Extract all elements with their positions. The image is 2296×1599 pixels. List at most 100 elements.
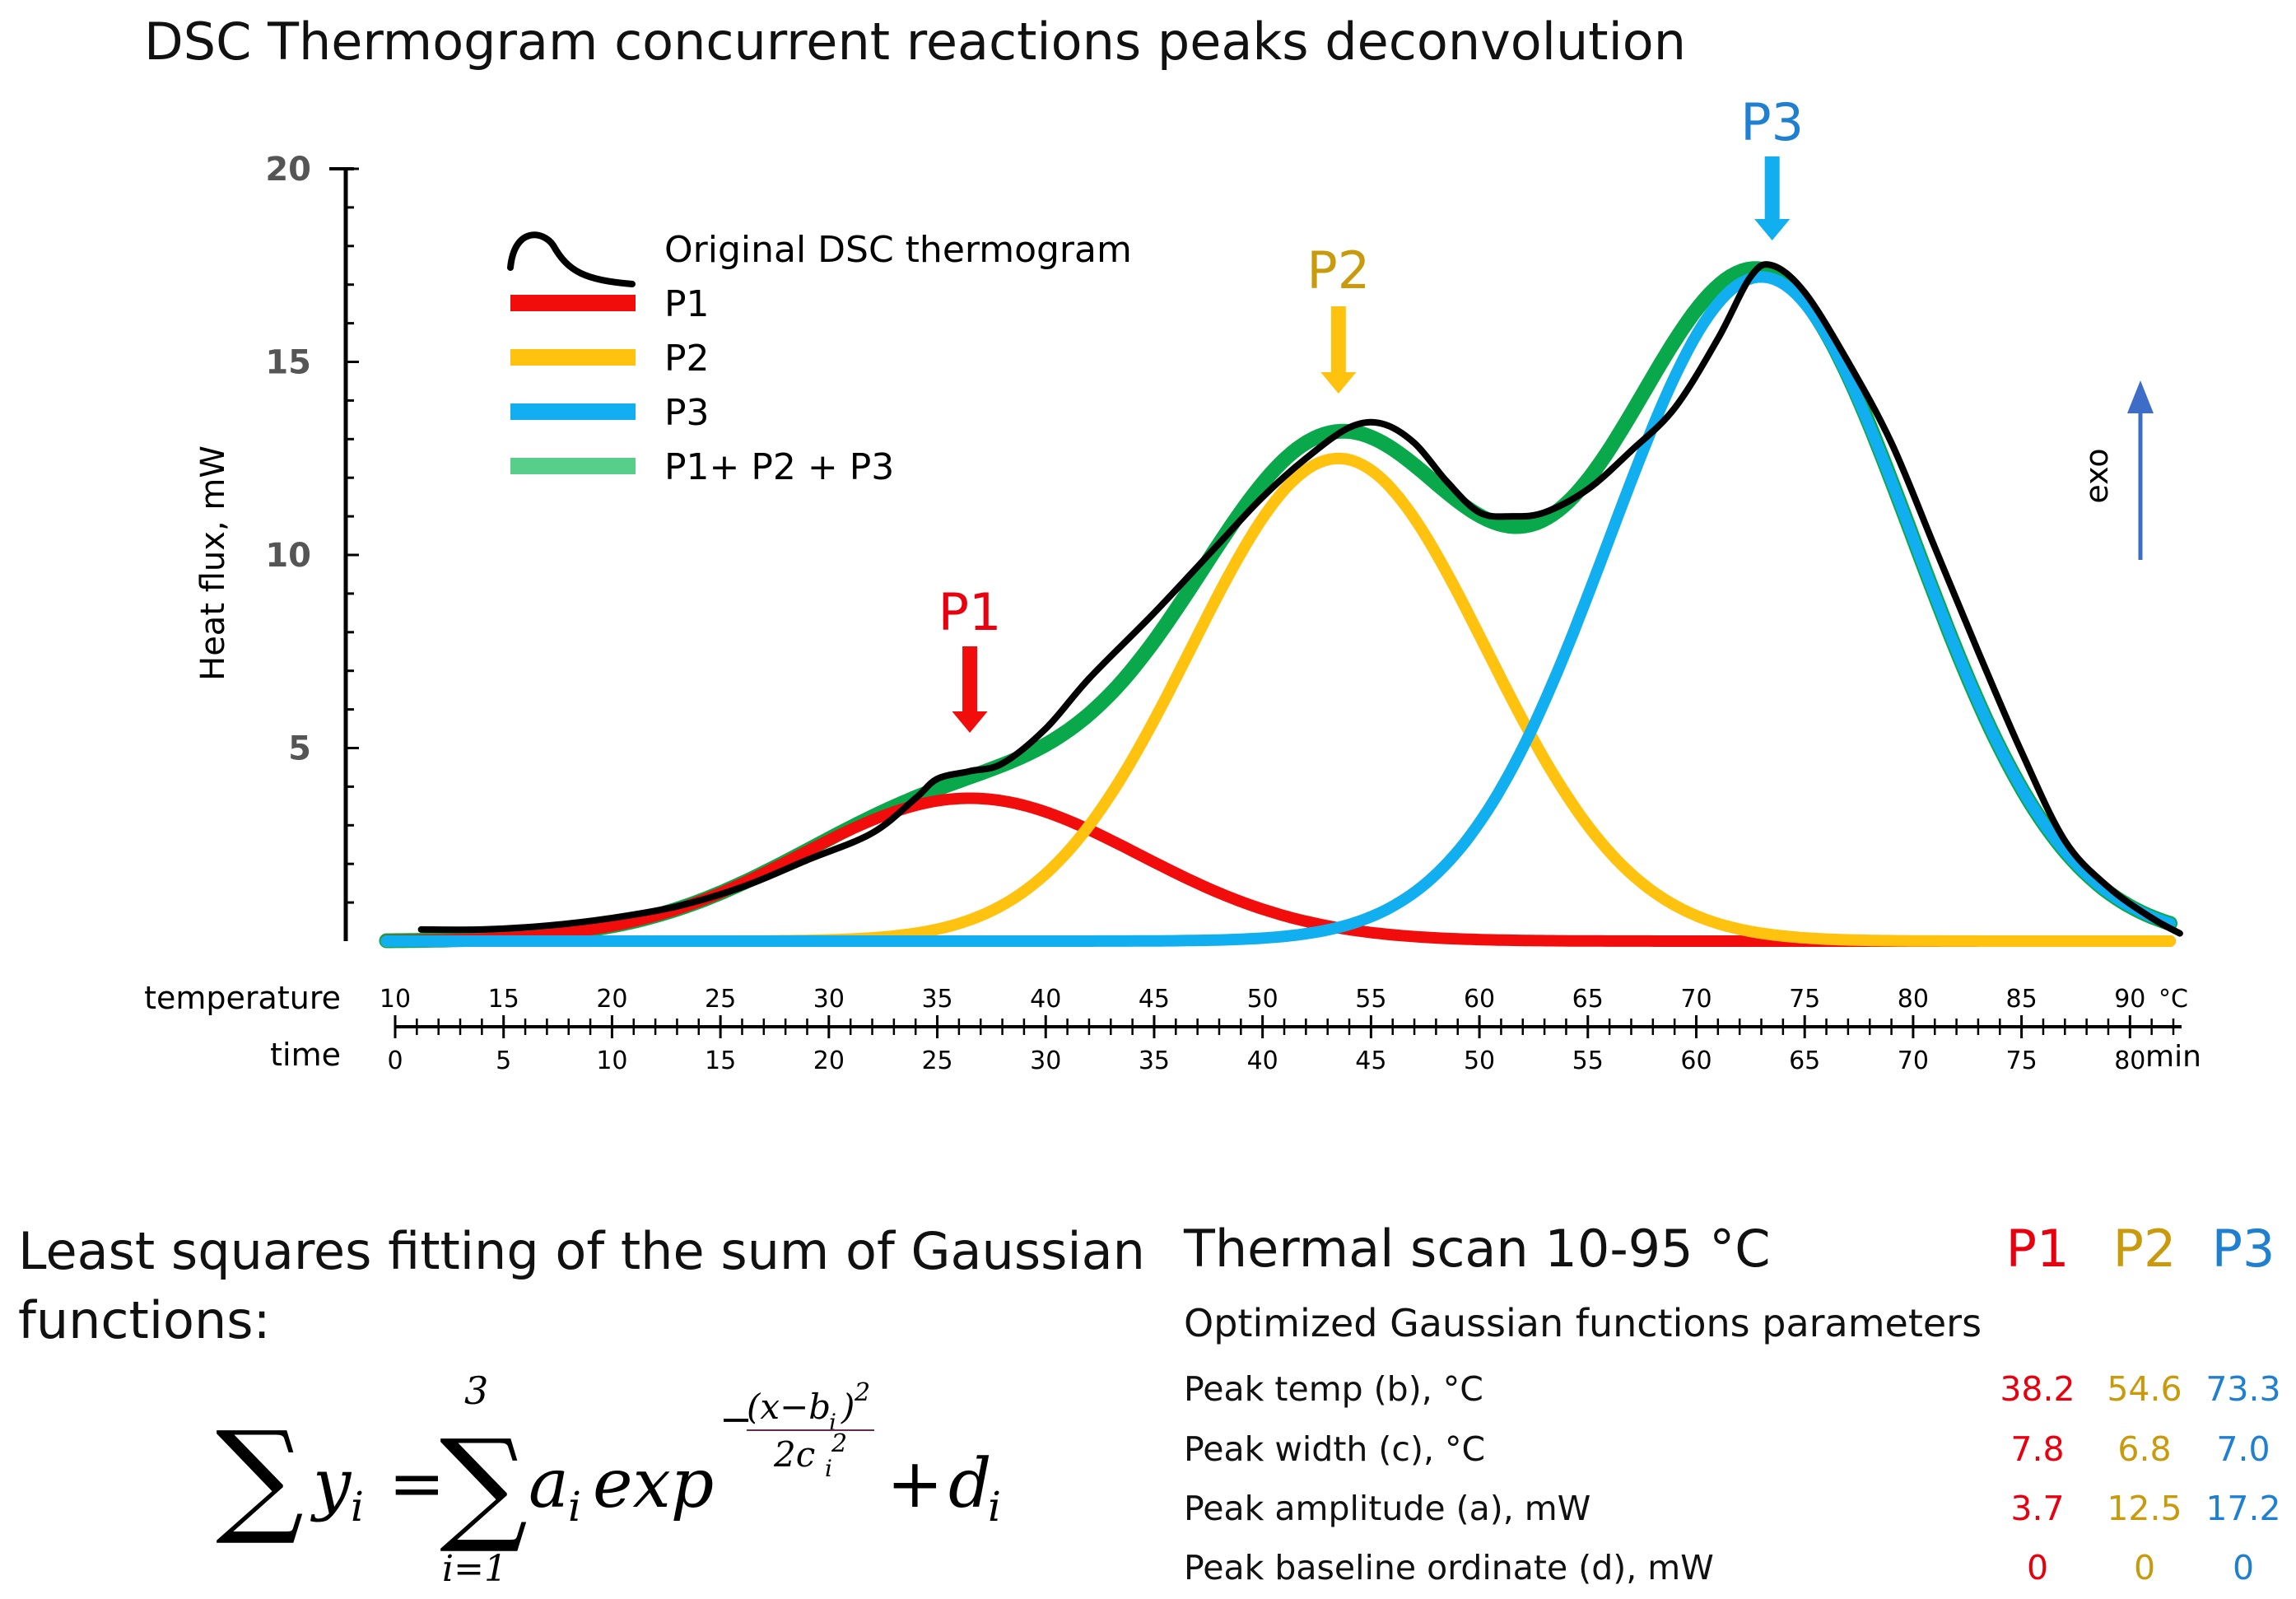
series-line-p1 [380, 792, 2176, 947]
numerator-subscript: i [829, 1409, 836, 1436]
temperature-tick-label: 30 [813, 985, 845, 1014]
temperature-tick-label: 20 [596, 985, 627, 1014]
peak-arrow-p3 [1754, 156, 1791, 240]
param-peak-temp-p1: 38.2 [2000, 1369, 2075, 1409]
dsc-chart: 5 10 15 20 Heat flux, mW temperature 10 15 20 25 3… [144, 92, 2201, 1075]
param-peak-amplitude-p1: 3.7 [2010, 1489, 2065, 1528]
time-tick-label: 70 [1898, 1047, 1929, 1075]
temperature-tick-label: 70 [1680, 985, 1712, 1014]
param-peak-width-p1: 7.8 [2010, 1429, 2065, 1469]
temperature-tick-label: 10 [380, 985, 411, 1014]
time-tick-label: 50 [1464, 1047, 1495, 1075]
param-peak-baseline-p1: 0 [2026, 1548, 2049, 1587]
time-tick-label: 5 [496, 1047, 511, 1075]
time-tick-label: 75 [2006, 1047, 2038, 1075]
exo-label: exo [2079, 448, 2115, 503]
y-tick-label: 20 [265, 151, 311, 189]
a-subscript: i [568, 1483, 581, 1531]
param-row-label-peak-amplitude: Peak amplitude (a), mW [1184, 1489, 1591, 1528]
legend-swatch-original [507, 231, 636, 287]
d-variable: d [948, 1445, 992, 1523]
peak-arrow-p2 [1320, 306, 1357, 394]
param-peak-temp-p2: 54.6 [2107, 1369, 2182, 1409]
legend-label-p1: P1 [664, 283, 710, 325]
y-tick-label: 10 [265, 537, 311, 575]
temperature-tick-label: 85 [2006, 985, 2038, 1014]
peak-arrow-p1 [952, 646, 988, 733]
lower-limit: i=1 [442, 1548, 507, 1590]
upper-limit: 3 [464, 1371, 488, 1413]
temperature-tick-label: 15 [488, 985, 519, 1014]
series-line-p2 [380, 452, 2176, 947]
temperature-unit-label: °C [2159, 985, 2188, 1014]
exponent-minus: − [720, 1396, 752, 1443]
exponent-numerator: (x−b [747, 1387, 831, 1427]
series-line-p3 [380, 271, 2176, 947]
param-row-label-peak-width: Peak width (c), °C [1184, 1429, 1486, 1469]
time-unit-label: min [2145, 1040, 2201, 1074]
time-tick-label: 30 [1030, 1047, 1061, 1075]
time-tick-label: 65 [1789, 1047, 1820, 1075]
param-peak-baseline-p2: 0 [2133, 1548, 2156, 1587]
exponent-denominator: 2c [773, 1434, 815, 1475]
y-tick-label: 5 [288, 730, 311, 768]
legend-label-sum: P1+ P2 + P3 [664, 446, 894, 488]
param-peak-width-p2: 6.8 [2117, 1429, 2172, 1469]
temperature-tick-label: 50 [1247, 985, 1278, 1014]
numerator-close: ) [841, 1387, 855, 1427]
gaussian-sum-formula: ∑ y i = 3 ∑ i=1 a i exp − (x−b i ) 2 2c … [216, 1371, 1001, 1590]
y-tick-label: 15 [265, 344, 311, 382]
temperature-tick-label: 60 [1464, 985, 1495, 1014]
time-tick-label: 40 [1247, 1047, 1278, 1075]
a-variable: a [529, 1445, 569, 1523]
peak-label-p2: P2 [1306, 240, 1370, 301]
exp-text: exp [593, 1445, 714, 1523]
params-col-p3: P3 [2211, 1219, 2275, 1279]
numerator-square: 2 [854, 1378, 870, 1407]
temperature-tick-label: 65 [1572, 985, 1604, 1014]
time-tick-label: 55 [1572, 1047, 1604, 1075]
denominator-subscript: i [825, 1455, 832, 1482]
formula-heading: Least squares fitting of the sum of Gaus… [18, 1221, 1145, 1350]
time-tick-label: 10 [596, 1047, 627, 1075]
time-tick-label: 35 [1139, 1047, 1170, 1075]
time-axis-label: time [270, 1037, 341, 1073]
temperature-tick-label: 45 [1139, 985, 1170, 1014]
params-heading: Thermal scan 10-95 °C [1184, 1219, 1771, 1279]
params-subheading: Optimized Gaussian functions parameters [1184, 1301, 1982, 1345]
param-peak-width-p3: 7.0 [2216, 1429, 2270, 1469]
params-col-p1: P1 [2005, 1219, 2070, 1279]
y-axis-label: Heat flux, mW [194, 445, 232, 681]
param-peak-amplitude-p3: 17.2 [2205, 1489, 2281, 1528]
time-tick-label: 60 [1680, 1047, 1712, 1075]
sum-symbol: ∑ [216, 1406, 304, 1549]
exo-arrow-head [2127, 380, 2154, 413]
peak-label-p3: P3 [1740, 92, 1804, 152]
temperature-tick-label: 55 [1355, 985, 1386, 1014]
param-row-label-peak-baseline: Peak baseline ordinate (d), mW [1184, 1548, 1714, 1587]
d-subscript: i [988, 1483, 1001, 1531]
sum-symbol-2: ∑ [440, 1414, 528, 1557]
chart-title: DSC Thermogram concurrent reactions peak… [144, 12, 1687, 72]
temperature-tick-label: 25 [705, 985, 736, 1014]
params-col-p2: P2 [2112, 1219, 2177, 1279]
denominator-square: 2 [831, 1429, 847, 1458]
temperature-tick-label: 35 [921, 985, 952, 1014]
plus-sign: + [887, 1445, 943, 1523]
temperature-tick-label: 75 [1789, 985, 1820, 1014]
legend-label-p3: P3 [664, 392, 710, 434]
time-tick-label: 25 [921, 1047, 952, 1075]
equals-sign: = [389, 1445, 445, 1523]
series-line-original [417, 261, 2183, 937]
param-peak-temp-p3: 73.3 [2205, 1369, 2281, 1409]
param-peak-amplitude-p2: 12.5 [2107, 1489, 2182, 1528]
legend-label-p2: P2 [664, 338, 710, 380]
peak-label-p1: P1 [938, 582, 1002, 642]
time-tick-label: 0 [387, 1047, 403, 1075]
series-line-sum [379, 261, 2177, 949]
temperature-tick-label: 80 [1898, 985, 1929, 1014]
temperature-tick-label: 40 [1030, 985, 1061, 1014]
temperature-tick-label: 90 [2114, 985, 2145, 1014]
temperature-axis-label: temperature [144, 980, 341, 1016]
legend-label-original: Original DSC thermogram [664, 229, 1132, 271]
